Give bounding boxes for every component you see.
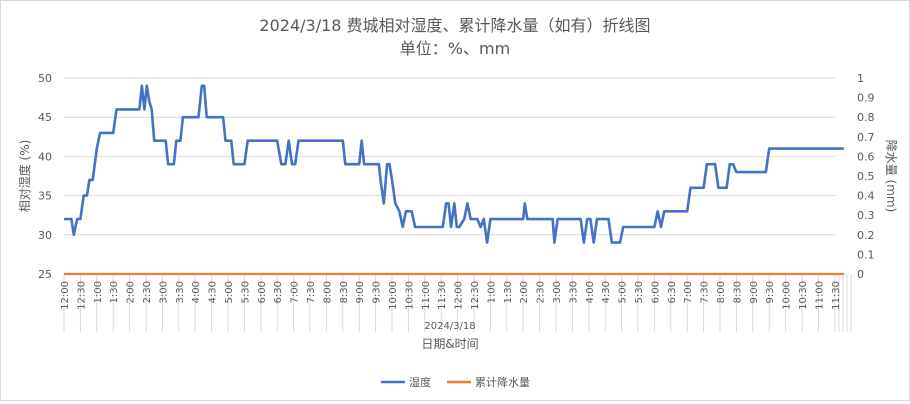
legend-label-precipitation: 累计降水量 (475, 375, 530, 389)
x-tick-label: 3:00 (552, 281, 563, 303)
y-right-tick-label: 0.6 (857, 150, 875, 163)
y-right-tick-label: 1 (857, 72, 864, 85)
legend-label-humidity: 湿度 (409, 375, 431, 389)
y-right-tick-label: 0.3 (857, 209, 875, 222)
x-tick-label: 10:30 (798, 281, 809, 310)
y-right-tick-label: 0.2 (857, 229, 875, 242)
x-tick-label: 2:00 (126, 281, 137, 303)
x-tick-label: 4:30 (601, 281, 612, 303)
y-axis-right-title: 降水量 (mm) (884, 140, 898, 213)
x-tick-label: 7:00 (290, 281, 301, 303)
y-axis-left-title: 相对湿度 (%) (17, 140, 32, 213)
legend-item-humidity: 湿度 (381, 375, 431, 389)
x-tick-label: 5:30 (634, 281, 645, 303)
x-tick-label: 1:30 (109, 281, 120, 303)
x-tick-label: 10:00 (388, 281, 399, 310)
y-left-tick-label: 30 (38, 229, 52, 242)
y-right-tick-label: 0.7 (857, 131, 875, 144)
x-tick-label: 2:30 (536, 281, 547, 303)
legend: 湿度 累计降水量 (381, 375, 530, 389)
y-right-tick-label: 0.5 (857, 170, 875, 183)
x-tick-label: 4:30 (208, 281, 219, 303)
x-tick-label: 7:30 (700, 281, 711, 303)
x-tick-label: 7:30 (306, 281, 317, 303)
y-left-tick-label: 25 (38, 268, 52, 281)
x-tick-label: 5:00 (224, 281, 235, 303)
x-tick-label: 7:00 (683, 281, 694, 303)
chart-title: 2024/3/18 费城相对湿度、累计降水量（如有）折线图 (259, 16, 650, 35)
x-tick-label: 6:00 (257, 281, 268, 303)
x-tick-label: 12:00 (60, 281, 71, 310)
x-tick-label: 12:00 (454, 281, 465, 310)
x-tick-label: 11:30 (437, 281, 448, 310)
y-right-tick-label: 0 (857, 268, 864, 281)
x-tick-label: 11:00 (421, 281, 432, 310)
x-tick-label: 5:30 (240, 281, 251, 303)
x-group-label: 2024/3/18 (424, 321, 475, 332)
x-tick-label: 9:00 (749, 281, 760, 303)
x-tick-label: 1:00 (93, 281, 104, 303)
x-tick-label: 6:00 (650, 281, 661, 303)
x-tick-label: 10:30 (404, 281, 415, 310)
x-tick-label: 12:30 (470, 281, 481, 310)
x-tick-label: 3:30 (175, 281, 186, 303)
x-tick-label: 8:00 (716, 281, 727, 303)
axes: 25 30 35 40 45 50 0 0.1 0.2 0.3 0.4 0.5 0.6 0.7 0.8 0.9… (38, 72, 875, 332)
x-tick-label: 11:30 (831, 281, 842, 310)
chart-subtitle: 单位：%、mm (400, 39, 510, 58)
y-left-tick-label: 40 (38, 150, 52, 163)
x-tick-label: 4:00 (191, 281, 202, 303)
x-tick-label: 1:00 (486, 281, 497, 303)
x-tick-label: 12:30 (76, 281, 87, 310)
y-right-tick-label: 0.8 (857, 111, 875, 124)
x-tick-label: 2:30 (142, 281, 153, 303)
legend-item-precipitation: 累计降水量 (447, 375, 530, 389)
x-tick-label: 10:00 (782, 281, 793, 310)
x-tick-label: 3:30 (568, 281, 579, 303)
y-right-tick-label: 0.9 (857, 92, 875, 105)
humidity-line (64, 84, 844, 244)
y-right-tick-label: 0.1 (857, 248, 875, 261)
x-tick-label: 11:00 (814, 281, 825, 310)
x-tick-label: 1:30 (503, 281, 514, 303)
x-tick-label: 6:30 (273, 281, 284, 303)
x-tick-label: 3:00 (158, 281, 169, 303)
x-axis-title: 日期&时间 (421, 337, 478, 351)
series-layer (64, 84, 844, 276)
y-left-tick-label: 45 (38, 111, 52, 124)
x-tick-label: 2:00 (519, 281, 530, 303)
x-tick-label: 6:30 (667, 281, 678, 303)
y-left-tick-label: 50 (38, 72, 52, 85)
x-tick-label: 9:30 (765, 281, 776, 303)
x-tick-label: 8:30 (732, 281, 743, 303)
x-tick-label: 5:00 (618, 281, 629, 303)
x-tick-label: 4:00 (585, 281, 596, 303)
y-right-tick-label: 0.4 (857, 190, 875, 203)
x-tick-label: 8:00 (322, 281, 333, 303)
x-tick-label: 9:30 (372, 281, 383, 303)
y-left-tick-label: 35 (38, 190, 52, 203)
x-tick-label: 9:00 (355, 281, 366, 303)
x-tick-label: 8:30 (339, 281, 350, 303)
